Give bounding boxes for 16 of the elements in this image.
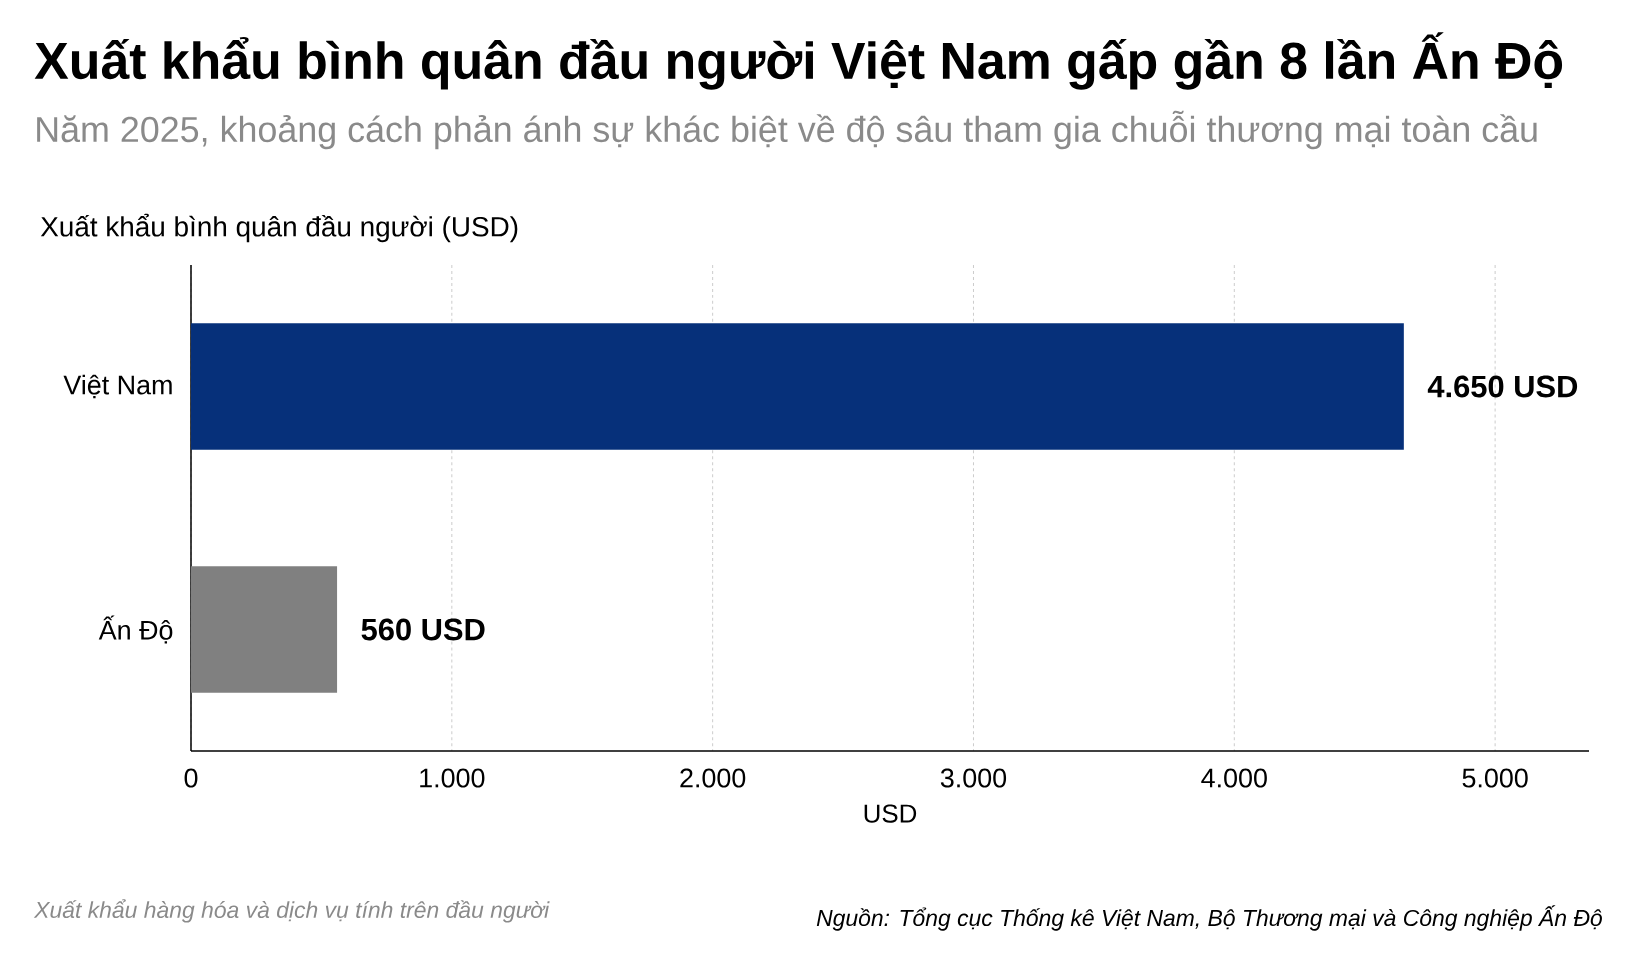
text: Nguồn: Tổng cục Thống kê Việt Nam, Bộ Thương mại và Công nghiệp Ấn Độ	[816, 905, 1602, 931]
x-tick-label: 3.000	[940, 768, 1007, 788]
x-tick-label: 1.000	[420, 768, 485, 788]
text: Xuất khẩu hàng hóa và dịch vụ tính trên đầu người	[33, 899, 550, 923]
x-axis-title: USD	[864, 804, 917, 823]
x-tick-label: 0	[184, 768, 198, 788]
chart-title: Xuất khẩu bình quân đầu người Việt Nam gấp gần 8 lần Ấn Độ	[34, 32, 1563, 90]
x-tick-label: 2.000	[680, 768, 746, 788]
data-label: 4.650 USD	[1427, 375, 1578, 398]
x-tick-label: 5.000	[1462, 768, 1528, 788]
y-tick-label: Ấn Độ	[98, 615, 173, 644]
y-axis-title: Xuất khẩu bình quân đầu người (USD)	[40, 213, 518, 243]
x-tick-label: 4.000	[1201, 768, 1267, 788]
y-tick-label: Việt Nam	[63, 374, 172, 399]
chart-subtitle: Năm 2025, khoảng cách phản ánh sự khác biệt về độ sâu tham gia chuỗi thương mại toàn cầu	[37, 110, 1537, 150]
data-label: 560 USD	[361, 618, 485, 641]
